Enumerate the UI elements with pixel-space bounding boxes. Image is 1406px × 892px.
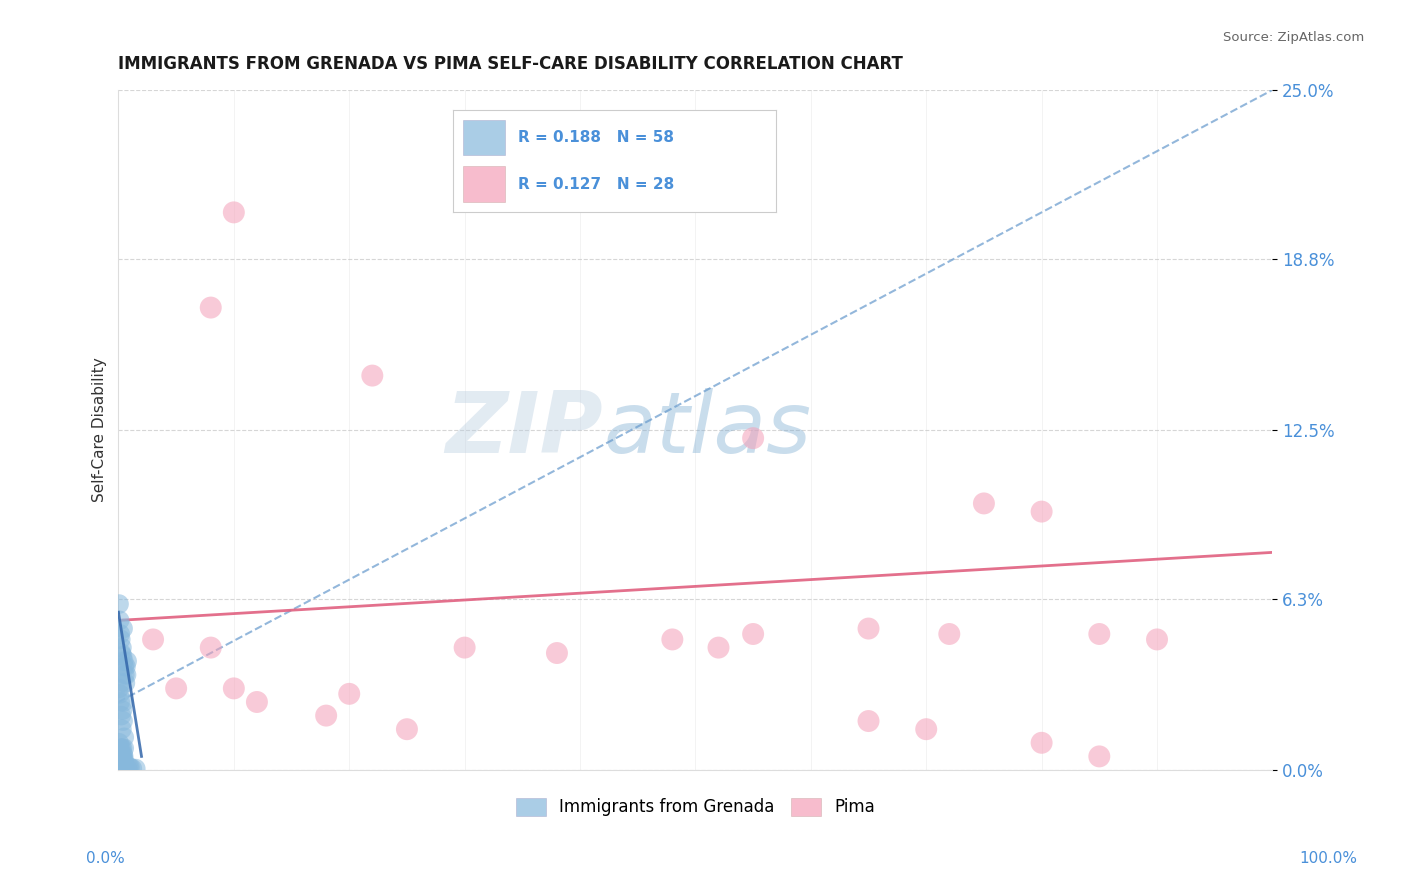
Text: atlas: atlas (603, 389, 811, 472)
Point (108, 695, 131, 709)
Point (108, 749, 131, 764)
Point (114, 760, 136, 774)
Y-axis label: Self-Care Disability: Self-Care Disability (93, 358, 107, 502)
Point (114, 667, 136, 681)
Point (112, 714, 135, 728)
Point (112, 762, 135, 776)
Point (1146, 632, 1168, 647)
Point (453, 640, 475, 655)
Point (108, 762, 131, 776)
Point (110, 676, 132, 690)
Point (112, 659, 135, 673)
Point (246, 695, 269, 709)
Point (110, 747, 132, 761)
Point (112, 622, 135, 636)
Point (112, 747, 135, 761)
Point (112, 695, 135, 709)
Point (112, 654, 135, 668)
Point (108, 681, 131, 696)
Text: IMMIGRANTS FROM GRENADA VS PIMA SELF-CARE DISABILITY CORRELATION CHART: IMMIGRANTS FROM GRENADA VS PIMA SELF-CAR… (118, 55, 903, 73)
Point (118, 760, 141, 774)
Point (915, 722, 938, 736)
Point (108, 687, 131, 701)
Point (112, 757, 135, 772)
Point (111, 703, 134, 717)
Point (395, 722, 418, 736)
Point (707, 640, 730, 655)
Point (110, 632, 132, 647)
Text: 100.0%: 100.0% (1299, 851, 1358, 865)
Point (111, 762, 134, 776)
Point (114, 676, 136, 690)
Point (112, 731, 135, 745)
Point (112, 749, 135, 764)
Point (115, 667, 138, 681)
Point (1031, 505, 1053, 519)
Point (111, 762, 134, 776)
Point (110, 646, 132, 660)
Point (111, 749, 134, 764)
Point (108, 627, 131, 641)
Point (108, 597, 131, 611)
Point (200, 301, 222, 315)
Point (108, 741, 131, 756)
Point (742, 627, 765, 641)
Point (125, 762, 148, 776)
Point (315, 708, 337, 723)
Point (222, 205, 245, 219)
Point (111, 648, 134, 663)
Point (973, 496, 995, 510)
Point (222, 681, 245, 696)
Point (115, 654, 138, 668)
Point (111, 749, 134, 764)
Point (742, 431, 765, 445)
Point (115, 659, 138, 673)
Point (108, 762, 131, 776)
Point (546, 646, 568, 660)
Legend: Immigrants from Grenada, Pima: Immigrants from Grenada, Pima (509, 791, 882, 822)
Text: ZIP: ZIP (446, 389, 603, 472)
Point (569, 178, 592, 193)
Point (111, 757, 134, 772)
Point (361, 368, 384, 383)
Point (112, 752, 135, 766)
Point (111, 722, 134, 736)
Point (118, 760, 141, 774)
Point (108, 736, 131, 750)
Point (165, 681, 187, 696)
Point (337, 687, 360, 701)
Point (110, 741, 132, 756)
Point (108, 614, 131, 628)
Point (112, 741, 135, 756)
Point (200, 640, 222, 655)
Text: Source: ZipAtlas.com: Source: ZipAtlas.com (1223, 31, 1364, 45)
Point (110, 755, 132, 769)
Point (142, 632, 165, 647)
Point (111, 741, 134, 756)
Point (117, 762, 139, 776)
Point (108, 762, 131, 776)
Point (108, 757, 131, 772)
Point (858, 622, 880, 636)
Point (938, 627, 960, 641)
Point (110, 762, 132, 776)
Point (110, 708, 132, 723)
Point (110, 762, 132, 776)
Point (108, 752, 131, 766)
Point (1031, 736, 1053, 750)
Point (111, 640, 134, 655)
Text: 0.0%: 0.0% (86, 851, 125, 865)
Point (110, 755, 132, 769)
Point (112, 755, 135, 769)
Point (1088, 627, 1111, 641)
Point (1088, 749, 1111, 764)
Point (661, 632, 683, 647)
Point (858, 714, 880, 728)
Point (121, 762, 143, 776)
Point (108, 760, 131, 774)
